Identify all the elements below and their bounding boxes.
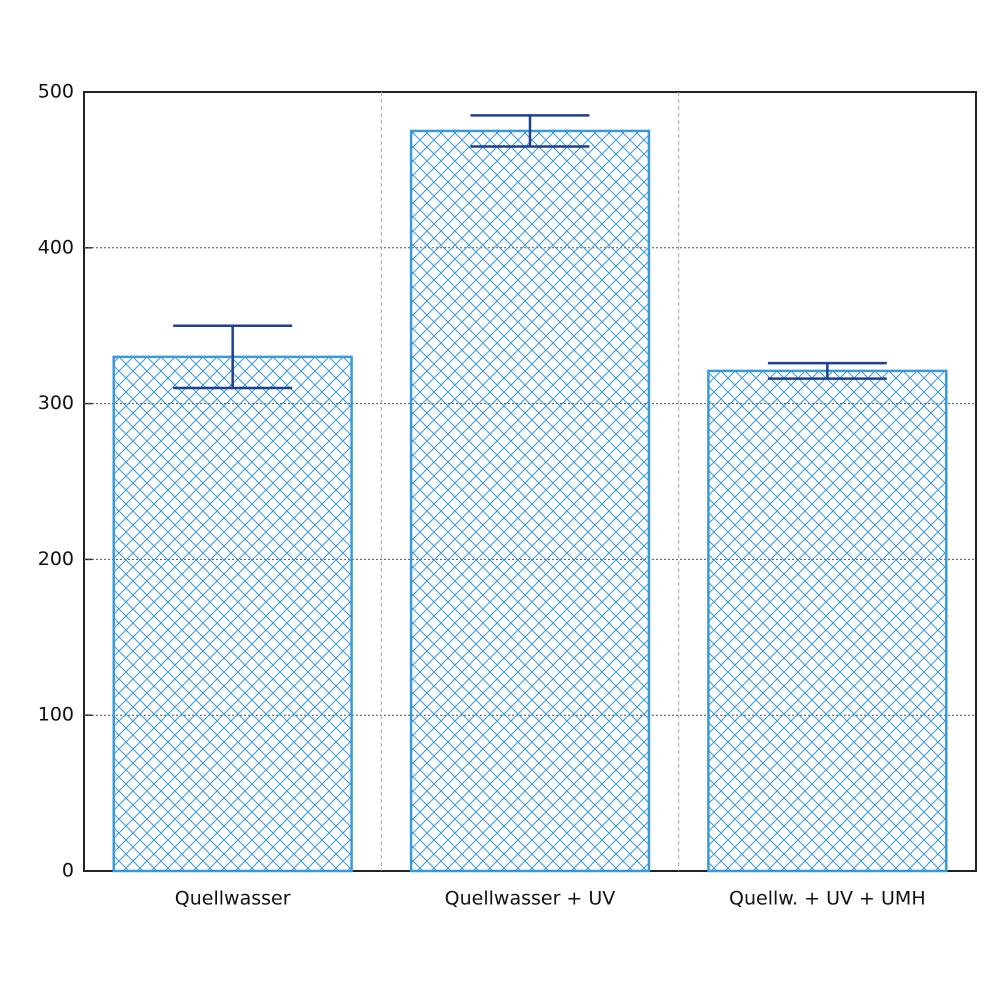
y-tick-label: 400 — [38, 236, 74, 258]
bar — [112, 355, 353, 873]
y-tick-label: 200 — [38, 548, 74, 570]
y-tick-label: 300 — [38, 392, 74, 414]
bar — [707, 369, 948, 873]
x-tick-label: Quellw. + UV + UMH — [729, 888, 926, 910]
x-tick-label: Quellwasser — [175, 888, 291, 910]
error-bar — [470, 114, 590, 148]
y-tick-label: 100 — [38, 704, 74, 726]
bar — [409, 129, 651, 873]
x-tick-label: Quellwasser + UV — [445, 888, 616, 910]
error-bar — [767, 361, 887, 380]
y-tick-label: 500 — [38, 81, 74, 103]
error-bar — [173, 324, 293, 390]
y-tick-label: 0 — [62, 860, 74, 882]
